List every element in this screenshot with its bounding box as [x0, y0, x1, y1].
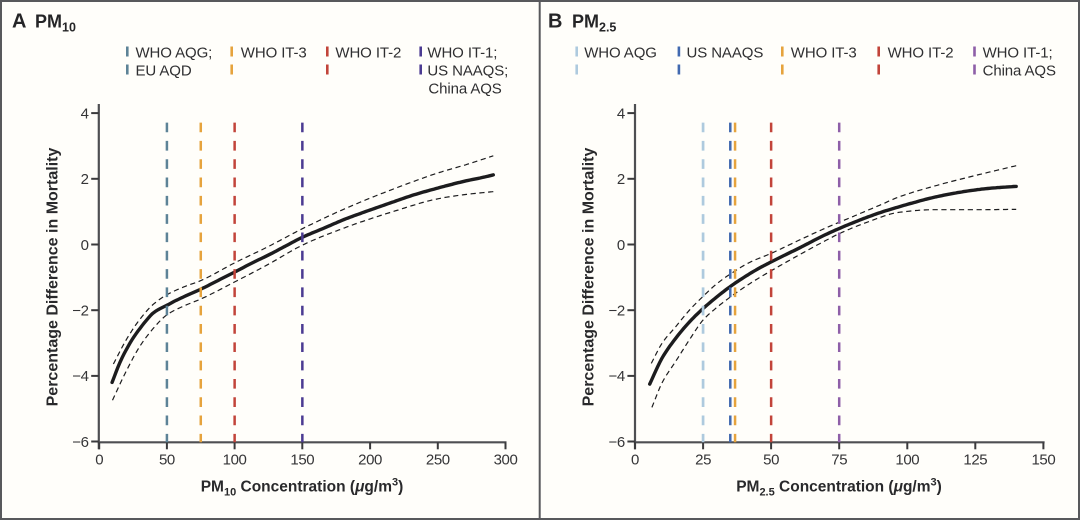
svg-text:Percentage Difference in Morta: Percentage Difference in Mortality [45, 148, 62, 407]
svg-text:0: 0 [617, 237, 625, 254]
svg-text:China AQS: China AQS [428, 80, 501, 97]
svg-text:WHO IT-2: WHO IT-2 [335, 44, 401, 61]
svg-text:−4: −4 [608, 368, 624, 385]
svg-text:50: 50 [763, 452, 779, 469]
svg-text:2: 2 [617, 171, 625, 188]
svg-text:WHO IT-1;: WHO IT-1; [427, 44, 497, 61]
svg-text:4: 4 [81, 105, 89, 122]
svg-text:100: 100 [223, 452, 247, 469]
svg-text:PM2.5 Concentration (μg/m3): PM2.5 Concentration (μg/m3) [736, 477, 942, 499]
svg-text:300: 300 [494, 452, 518, 469]
svg-text:Percentage Difference in Morta: Percentage Difference in Mortality [581, 148, 598, 407]
svg-text:WHO IT-3: WHO IT-3 [241, 44, 307, 61]
svg-text:125: 125 [963, 452, 987, 469]
svg-text:WHO IT-1;: WHO IT-1; [983, 44, 1053, 61]
svg-text:−6: −6 [72, 434, 88, 451]
svg-text:EU AQD: EU AQD [136, 62, 192, 79]
svg-text:US NAAQS;: US NAAQS; [427, 62, 508, 79]
svg-text:150: 150 [1031, 452, 1055, 469]
svg-text:200: 200 [358, 452, 382, 469]
svg-text:−2: −2 [608, 303, 624, 320]
svg-text:50: 50 [159, 452, 175, 469]
svg-text:WHO IT-3: WHO IT-3 [791, 44, 857, 61]
svg-text:US NAAQS: US NAAQS [687, 44, 764, 61]
svg-text:−2: −2 [72, 303, 88, 320]
svg-text:−4: −4 [72, 368, 88, 385]
svg-text:4: 4 [617, 105, 625, 122]
svg-text:−6: −6 [608, 434, 624, 451]
svg-text:PM10 Concentration (μg/m3): PM10 Concentration (μg/m3) [201, 477, 404, 499]
svg-text:0: 0 [81, 237, 89, 254]
svg-text:25: 25 [695, 452, 711, 469]
svg-text:150: 150 [290, 452, 314, 469]
svg-text:WHO AQG: WHO AQG [584, 44, 657, 61]
svg-text:B: B [548, 11, 562, 33]
svg-text:0: 0 [95, 452, 103, 469]
svg-text:75: 75 [831, 452, 847, 469]
svg-text:100: 100 [895, 452, 919, 469]
svg-text:A: A [12, 11, 26, 33]
svg-text:China AQS: China AQS [983, 62, 1056, 79]
svg-text:WHO IT-2: WHO IT-2 [888, 44, 954, 61]
svg-text:WHO AQG;: WHO AQG; [136, 44, 213, 61]
svg-text:250: 250 [426, 452, 450, 469]
svg-text:2: 2 [81, 171, 89, 188]
svg-text:0: 0 [631, 452, 639, 469]
